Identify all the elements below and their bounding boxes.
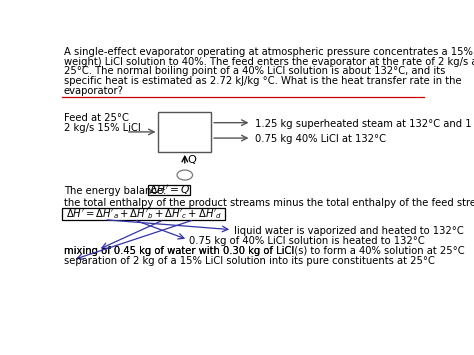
Text: specific heat is estimated as 2.72 kJ/kg °C. What is the heat transfer rate in t: specific heat is estimated as 2.72 kJ/kg… <box>64 76 462 86</box>
Text: The energy balance:: The energy balance: <box>64 186 169 196</box>
Text: mixing of 0.45 kg of water with 0.30 kg of LiCl: mixing of 0.45 kg of water with 0.30 kg … <box>64 246 294 256</box>
Text: 25°C. The normal boiling point of a 40% LiCl solution is about 132°C, and its: 25°C. The normal boiling point of a 40% … <box>64 66 445 76</box>
Ellipse shape <box>177 170 192 180</box>
Bar <box>158 112 211 152</box>
Text: $\Delta H' = Q$: $\Delta H' = Q$ <box>149 183 190 197</box>
Text: 0.75 kg 40% LiCl at 132°C: 0.75 kg 40% LiCl at 132°C <box>255 134 385 144</box>
Text: Q: Q <box>187 155 196 165</box>
Text: Feed at 25°C: Feed at 25°C <box>64 114 129 124</box>
Text: the total enthalpy of the product streams minus the total enthalpy of the feed s: the total enthalpy of the product stream… <box>64 198 474 208</box>
Bar <box>148 185 190 195</box>
Text: 2 kg/s 15% LiCl: 2 kg/s 15% LiCl <box>64 123 141 133</box>
Bar <box>63 208 225 220</box>
Text: 1.25 kg superheated steam at 132°C and 1 atm: 1.25 kg superheated steam at 132°C and 1… <box>255 119 474 129</box>
Text: $\Delta H' = \Delta H'_a + \Delta H'_b + \Delta H'_c + \Delta H'_d$: $\Delta H' = \Delta H'_a + \Delta H'_b +… <box>65 207 222 221</box>
Text: evaporator?: evaporator? <box>64 86 124 96</box>
Text: separation of 2 kg of a 15% LiCl solution into its pure constituents at 25°C: separation of 2 kg of a 15% LiCl solutio… <box>64 256 435 266</box>
Text: A single-effect evaporator operating at atmospheric pressure concentrates a 15% : A single-effect evaporator operating at … <box>64 47 474 57</box>
Text: liquid water is vaporized and heated to 132°C: liquid water is vaporized and heated to … <box>234 226 464 236</box>
Text: weight) LiCl solution to 40%. The feed enters the evaporator at the rate of 2 kg: weight) LiCl solution to 40%. The feed e… <box>64 57 474 67</box>
Text: 0.75 kg of 40% LiCl solution is heated to 132°C: 0.75 kg of 40% LiCl solution is heated t… <box>190 236 425 246</box>
Text: mixing of 0.45 kg of water with 0.30 kg of LiCl(s) to form a 40% solution at 25°: mixing of 0.45 kg of water with 0.30 kg … <box>64 246 465 256</box>
